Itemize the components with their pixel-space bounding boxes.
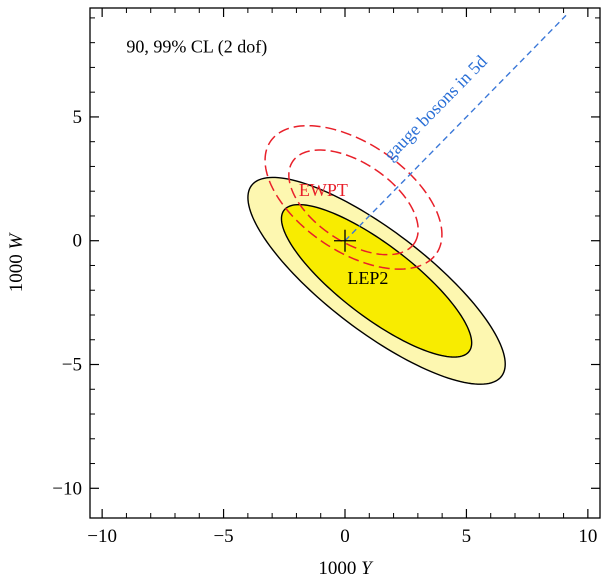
x-tick-label: 0 xyxy=(340,526,350,547)
ewpt-label: EWPT xyxy=(299,180,348,200)
y-tick-label: −10 xyxy=(52,478,82,499)
y-tick-label: 5 xyxy=(73,107,83,128)
y-axis-label-prefix: 1000 xyxy=(6,250,27,293)
x-tick-label: 5 xyxy=(462,526,472,547)
x-tick-label: 10 xyxy=(578,526,597,547)
x-tick-label: −10 xyxy=(87,526,117,547)
x-axis-label-var: Y xyxy=(361,558,374,579)
x-tick-label: −5 xyxy=(213,526,233,547)
best-fit-layer xyxy=(334,229,356,252)
y-axis-label-var: W xyxy=(6,232,27,250)
lep2-label: LEP2 xyxy=(347,268,388,288)
gauge-line-layer xyxy=(344,14,567,242)
y-tick-label: 0 xyxy=(73,231,83,252)
contour-ewpt-2 xyxy=(264,124,443,270)
x-axis-label-prefix: 1000 xyxy=(318,558,361,579)
contour-lep2-1 xyxy=(280,203,473,358)
y-axis-label: 1000 W xyxy=(6,232,27,293)
contour-layer xyxy=(247,124,506,385)
confidence-level-note: 90, 99% CL (2 dof) xyxy=(126,37,267,58)
contour-ewpt-3 xyxy=(288,149,419,256)
y-tick-label: −5 xyxy=(62,355,82,376)
y-tick-label: 10 xyxy=(63,0,82,4)
gauge-line xyxy=(344,14,567,242)
axes: −10 −5 0 5 10 −10 −5 0 5 10 xyxy=(52,0,601,547)
x-axis-label: 1000 Y xyxy=(318,558,374,579)
gauge-line-label: gauge bosons in 5d xyxy=(380,51,491,164)
